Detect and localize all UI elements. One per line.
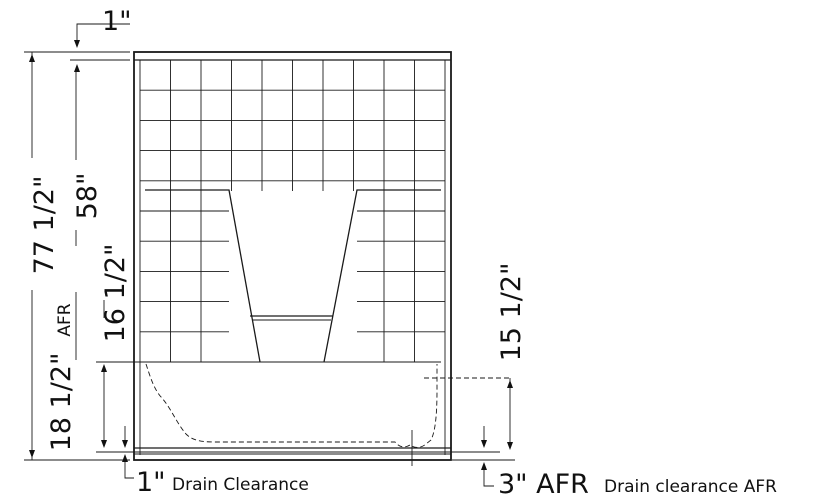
top-thickness-dimension: 1" — [102, 6, 132, 37]
wall-height-dimension: 58" — [72, 173, 103, 220]
tub-height-dimension: 18 1/2" — [46, 353, 77, 452]
tub-interior-dashed — [145, 363, 512, 448]
overall-height-dimension: 77 1/2" — [29, 176, 60, 275]
valve-height-dimension: 15 1/2" — [496, 263, 527, 362]
afr-label: AFR — [55, 303, 75, 336]
drain-afr-value: 3" AFR — [498, 469, 589, 499]
unit-outline — [133, 51, 452, 461]
drain-centerline — [96, 430, 500, 466]
shelf-height-dimension: 16 1/2" — [100, 244, 131, 343]
niche-outline — [144, 189, 441, 363]
drain-afr-label: Drain clearance AFR — [604, 477, 777, 497]
drain-clearance-value: 1" — [136, 467, 166, 498]
dimension-lines — [24, 23, 515, 487]
drain-clearance-label: Drain Clearance — [172, 475, 309, 495]
